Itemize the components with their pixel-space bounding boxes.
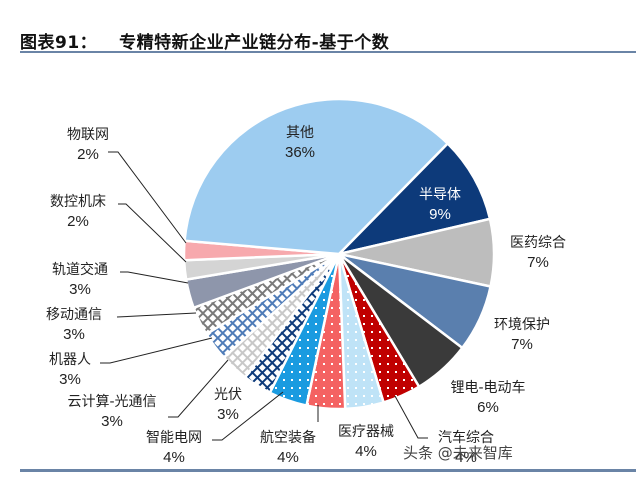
pie-slices bbox=[182, 97, 496, 411]
chart-title-prefix: 图表91： bbox=[20, 33, 98, 53]
chart-title-text: 专精特新企业产业链分布-基于个数 bbox=[119, 33, 390, 53]
label-pct: 7% bbox=[527, 254, 549, 271]
footer-rule bbox=[20, 469, 636, 472]
label-name: 云计算-光通信 bbox=[67, 394, 157, 410]
leader-line-汽车综合 bbox=[394, 395, 428, 439]
label-pct: 6% bbox=[477, 399, 499, 416]
slice-label-移动通信: 移动通信 3% bbox=[34, 305, 114, 345]
slice-label-智能电网: 智能电网 4% bbox=[132, 428, 216, 468]
slice-label-航空装备: 航空装备 4% bbox=[246, 428, 330, 468]
slice-label-机器人: 机器人 3% bbox=[38, 350, 102, 390]
slice-label-轨道交通: 轨道交通 3% bbox=[40, 260, 120, 300]
label-name: 数控机床 bbox=[50, 194, 106, 210]
slice-label-云计算-光通信: 云计算-光通信 3% bbox=[52, 392, 172, 432]
slice-label-医疗器械: 医疗器械 4% bbox=[324, 422, 408, 462]
label-name: 物联网 bbox=[67, 127, 109, 143]
slice-label-光伏: 光伏 3% bbox=[204, 385, 252, 425]
label-pct: 4% bbox=[455, 449, 477, 466]
label-pct: 7% bbox=[511, 336, 533, 353]
label-pct: 3% bbox=[101, 413, 123, 430]
slice-label-环境保护: 环境保护 7% bbox=[482, 315, 562, 355]
leader-line-物联网 bbox=[108, 151, 187, 244]
label-name: 半导体 bbox=[419, 187, 461, 203]
label-pct: 4% bbox=[277, 449, 299, 466]
pie-slice-其他 bbox=[183, 97, 450, 256]
label-pct: 2% bbox=[67, 213, 89, 230]
leader-line-数控机床 bbox=[118, 203, 187, 263]
slice-label-半导体: 半导体 9% bbox=[408, 185, 472, 225]
leader-line-机器人 bbox=[100, 337, 213, 364]
slice-label-汽车综合: 汽车综合 4% bbox=[424, 428, 508, 468]
chart-title: 图表91： 专精特新企业产业链分布-基于个数 bbox=[20, 28, 389, 53]
label-pct: 3% bbox=[59, 371, 81, 388]
slice-label-物联网: 物联网 2% bbox=[56, 125, 120, 165]
slice-label-医药综合: 医药综合 7% bbox=[498, 233, 578, 273]
label-pct: 9% bbox=[429, 206, 451, 223]
label-pct: 2% bbox=[77, 146, 99, 163]
label-pct: 3% bbox=[63, 326, 85, 343]
leader-line-移动通信 bbox=[116, 312, 197, 318]
label-name: 医疗器械 bbox=[338, 424, 394, 440]
watermark: 头条 @未来智库 bbox=[403, 444, 513, 462]
slice-label-其他: 其他 36% bbox=[268, 123, 332, 163]
slice-label-数控机床: 数控机床 2% bbox=[38, 192, 118, 232]
pie-slice-半导体 bbox=[335, 141, 492, 257]
label-name: 医药综合 bbox=[510, 235, 566, 251]
label-name: 锂电-电动车 bbox=[450, 380, 526, 396]
label-name: 轨道交通 bbox=[52, 262, 108, 278]
title-rule bbox=[20, 51, 636, 53]
label-pct: 4% bbox=[355, 443, 377, 460]
slice-label-锂电-电动车: 锂电-电动车 6% bbox=[438, 378, 538, 418]
label-name: 智能电网 bbox=[146, 430, 202, 446]
label-name: 环境保护 bbox=[494, 317, 550, 333]
label-pct: 3% bbox=[217, 406, 239, 423]
label-name: 光伏 bbox=[214, 387, 242, 403]
label-name: 其他 bbox=[286, 125, 314, 141]
leader-line-轨道交通 bbox=[120, 271, 189, 284]
label-pct: 4% bbox=[163, 449, 185, 466]
label-name: 机器人 bbox=[49, 352, 91, 368]
label-name: 航空装备 bbox=[260, 430, 316, 446]
leader-line-智能电网 bbox=[212, 391, 284, 441]
leader-line-云计算 bbox=[168, 359, 229, 418]
label-name: 移动通信 bbox=[46, 307, 102, 323]
label-name: 汽车综合 bbox=[438, 430, 494, 446]
leader-lines bbox=[100, 151, 428, 441]
label-pct: 36% bbox=[284, 144, 316, 161]
label-pct: 3% bbox=[69, 281, 91, 298]
